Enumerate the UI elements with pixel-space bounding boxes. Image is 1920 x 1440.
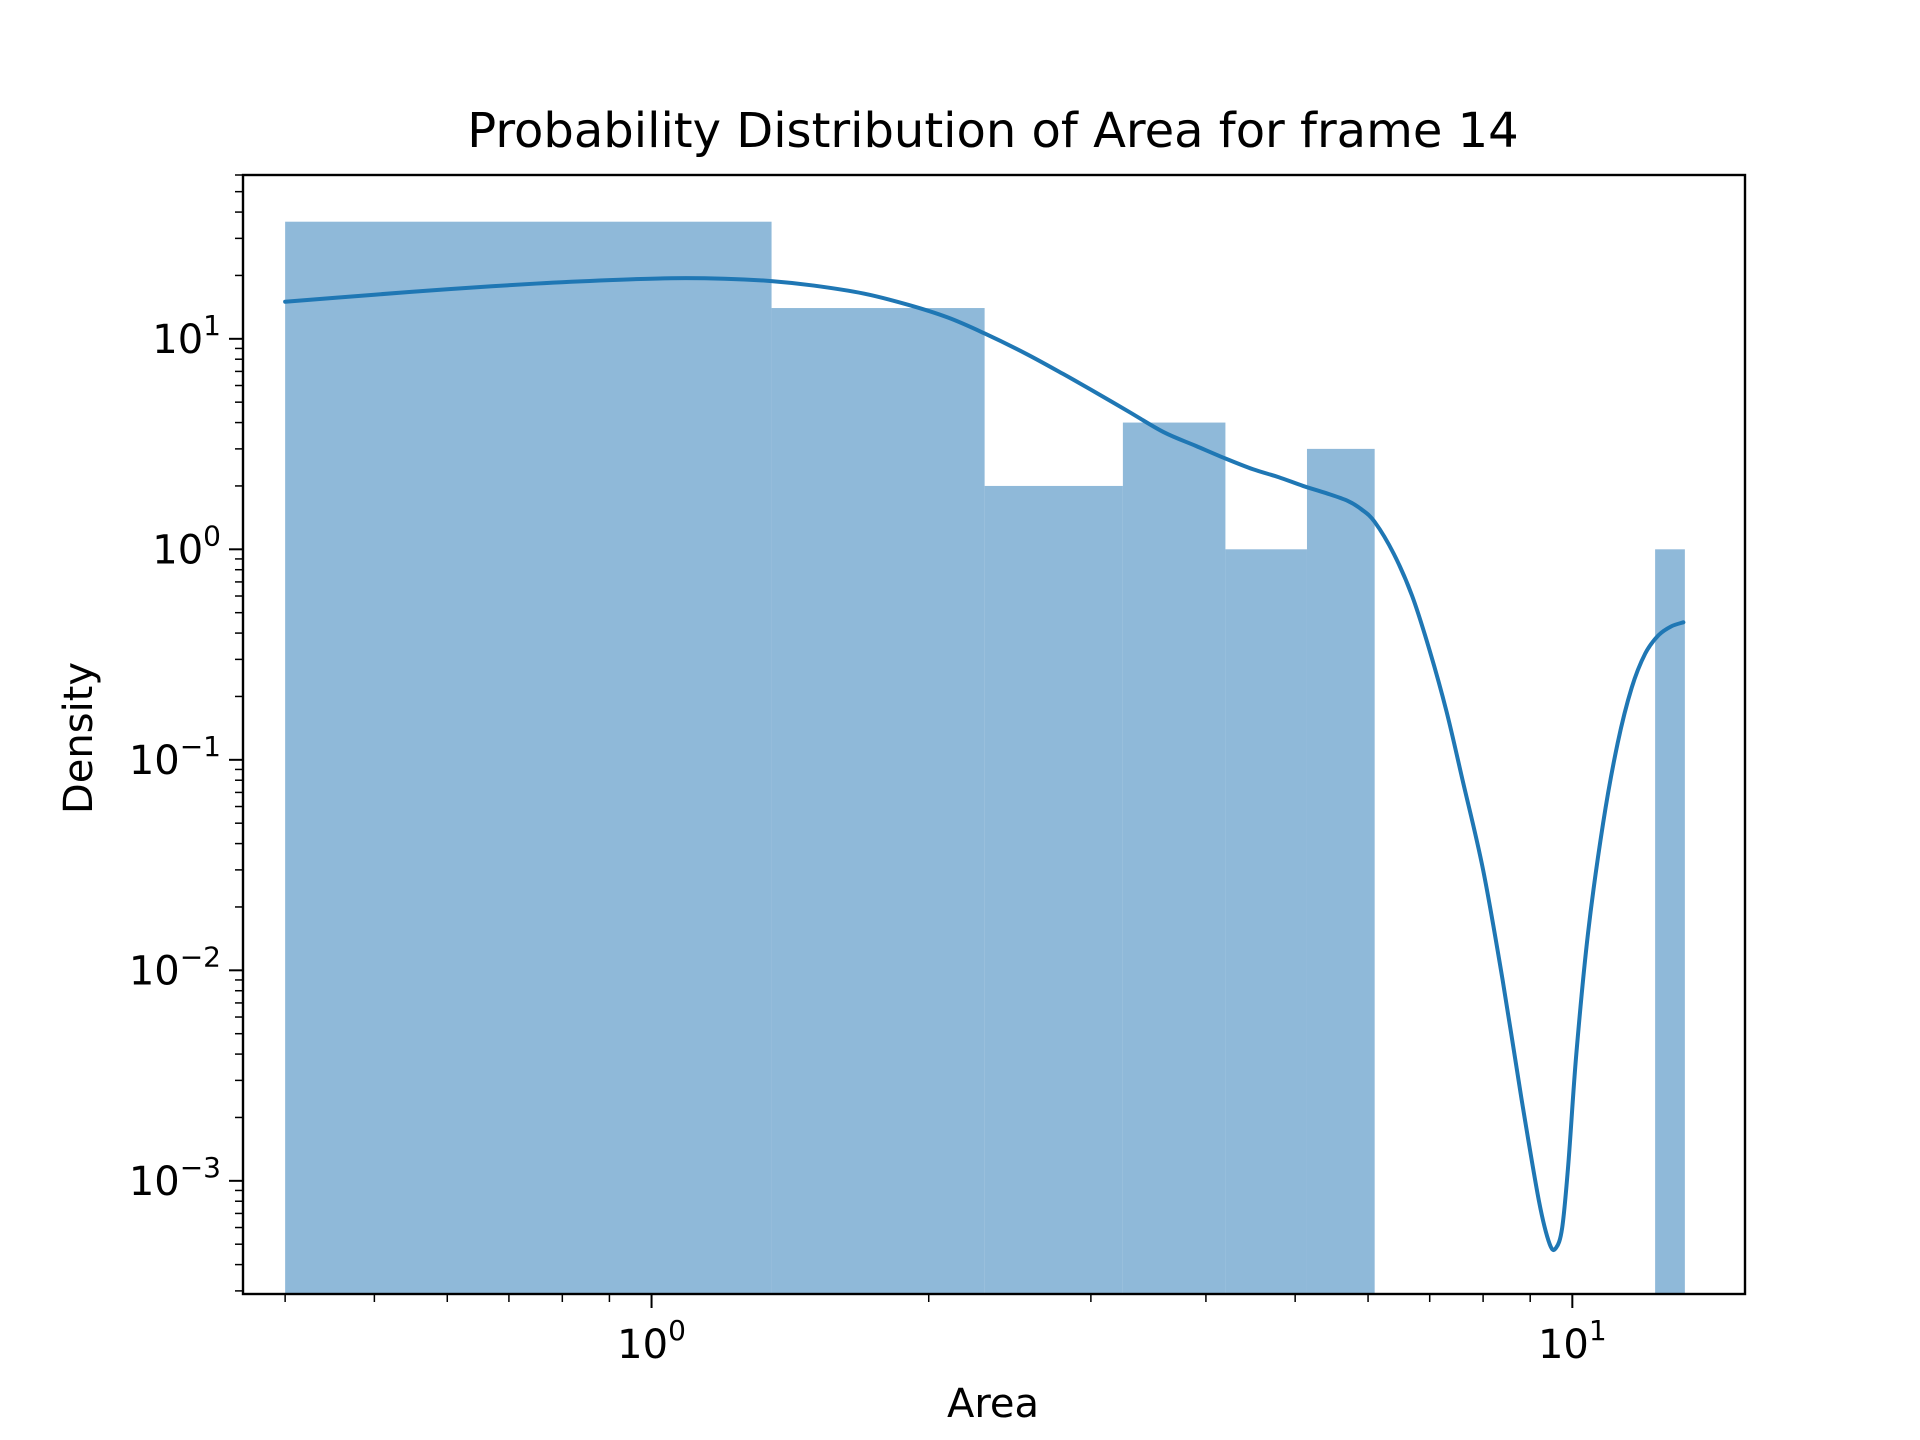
y-tick-exponent: −2 (180, 940, 221, 973)
histogram-bar-7 (1655, 549, 1685, 1294)
y-tick-label: 10−1 (129, 730, 221, 784)
histogram-bar-3 (984, 485, 1123, 1294)
histogram-bar-4 (1122, 422, 1226, 1294)
x-axis-label: Area (947, 1381, 1039, 1427)
kde-line (283, 276, 1686, 1253)
histogram-bars (285, 221, 1685, 1295)
y-tick-exponent: −1 (180, 730, 221, 763)
x-tick-base: 10 (1538, 1322, 1589, 1368)
y-tick-label: 100 (152, 519, 221, 573)
histogram-bar-1 (285, 221, 772, 1295)
histogram-bar-2 (771, 308, 985, 1294)
y-tick-label: 10−2 (129, 940, 221, 994)
histogram-bar-6 (1306, 448, 1375, 1294)
y-tick-base: 10 (129, 1159, 180, 1205)
y-axis-label: Density (56, 662, 102, 814)
y-tick-exponent: 1 (203, 309, 221, 342)
plot-frame (241, 173, 1747, 1296)
chart-title: Probability Distribution of Area for fra… (467, 103, 1518, 159)
x-tick-base: 10 (617, 1322, 668, 1368)
y-tick-exponent: 0 (203, 519, 221, 552)
y-tick-exponent: −3 (180, 1151, 221, 1184)
y-tick-base: 10 (152, 527, 203, 573)
x-tick-exponent: 0 (668, 1314, 686, 1347)
y-tick-base: 10 (152, 317, 203, 363)
y-tick-label: 101 (152, 309, 221, 363)
x-axis-ticks: 100 101 (284, 1294, 1607, 1368)
x-tick-label: 101 (1538, 1314, 1607, 1368)
y-tick-base: 10 (129, 948, 180, 994)
kde-curve (283, 276, 1686, 1253)
y-tick-label: 10−3 (129, 1151, 221, 1205)
y-tick-base: 10 (129, 738, 180, 784)
x-tick-exponent: 1 (1589, 1314, 1607, 1347)
histogram-bar-5 (1225, 549, 1307, 1294)
x-tick-label: 100 (617, 1314, 686, 1368)
